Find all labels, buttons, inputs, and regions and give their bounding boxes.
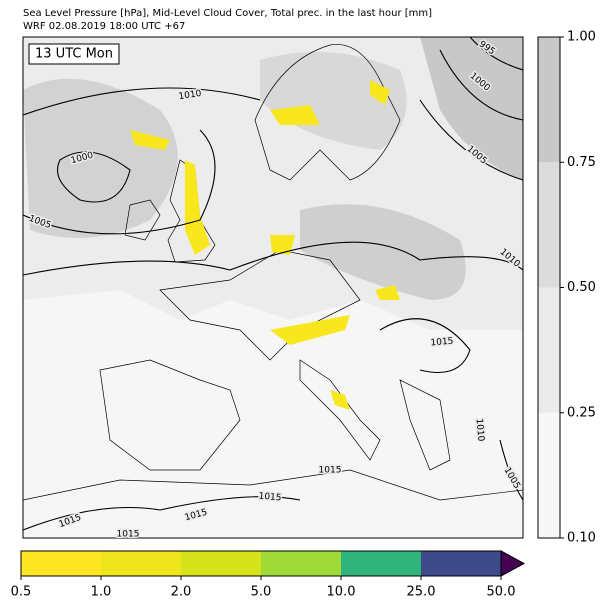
colorbar-extend — [500, 550, 526, 577]
colorbar-tick-label: 0.10 — [567, 531, 596, 546]
colorbar-tick-label: 0.75 — [567, 155, 596, 170]
colorbar-tick-label: 0.50 — [567, 280, 596, 295]
colorbar-segment — [261, 551, 341, 576]
colorbar-tick-label: 1.00 — [567, 30, 596, 45]
colorbar-tick-label: 0.5 — [11, 585, 32, 600]
cloud-area — [260, 52, 407, 150]
colorbar-tick-label: 0.25 — [567, 405, 596, 420]
colorbar-segment — [538, 287, 560, 413]
contour-label: 1015 — [319, 466, 342, 476]
time-label-box — [28, 43, 120, 65]
colorbar-segment — [538, 162, 560, 288]
colorbar-tick-label: 25.0 — [407, 585, 436, 600]
map: 13 UTC Mon 10101000100599510001005101010… — [22, 36, 524, 541]
title-line-2: WRF 02.08.2019 18:00 UTC +67 — [23, 21, 185, 32]
cloud-colorbar: 0.10 0.25 0.50 0.75 1.00 — [537, 30, 596, 546]
contour-label: 1010 — [474, 418, 486, 442]
cloud-area — [23, 78, 178, 238]
colorbar-segment — [341, 551, 421, 576]
colorbar-segment — [181, 551, 261, 576]
colorbar-segment — [538, 37, 560, 163]
colorbar-tick-label: 10.0 — [327, 585, 356, 600]
cloud-area — [420, 37, 523, 180]
colorbar-tick-label: 1.0 — [91, 585, 112, 600]
cloud-area — [300, 204, 466, 300]
contour-label: 1015 — [430, 337, 454, 349]
title-line-1: Sea Level Pressure [hPa], Mid-Level Clou… — [23, 8, 432, 19]
precipitation — [130, 80, 400, 410]
colorbar-segment — [101, 551, 181, 576]
colorbar-segment — [538, 412, 560, 538]
precip-colorbar: 0.5 1.0 2.0 5.0 10.0 25.0 50.0 — [11, 550, 526, 600]
colorbar-tick-label: 5.0 — [251, 585, 272, 600]
clear-area — [23, 290, 523, 538]
contour-label: 1015 — [258, 492, 282, 504]
contour-label: 1015 — [117, 530, 140, 540]
time-label: 13 UTC Mon — [35, 47, 113, 62]
colorbar-tick-label: 2.0 — [171, 585, 192, 600]
isobars — [23, 37, 523, 531]
colorbar-segment — [21, 551, 101, 576]
colorbar-tick-label: 50.0 — [487, 585, 516, 600]
colorbar-segment — [421, 551, 501, 576]
map-frame — [22, 36, 524, 539]
contour-label: 1010 — [178, 89, 202, 102]
